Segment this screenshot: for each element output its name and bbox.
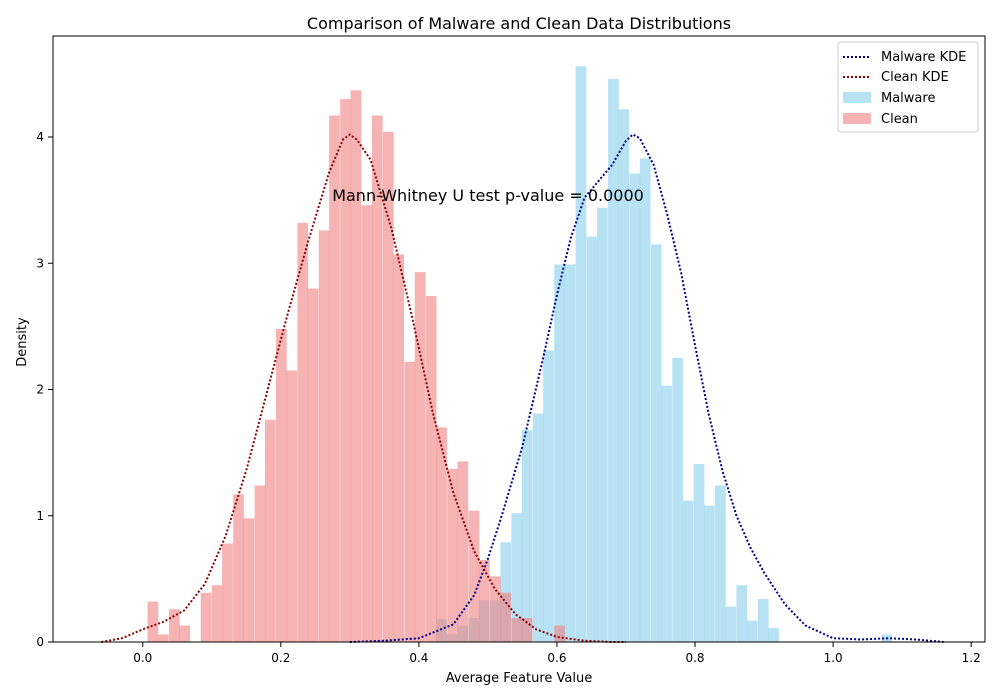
clean-histogram-bar — [297, 222, 309, 642]
clean-histogram-bar — [307, 288, 319, 642]
clean-histogram-bar — [468, 510, 480, 642]
y-axis-ticks: 0 1 2 3 4 — [36, 130, 53, 649]
malware-histogram-bar — [736, 585, 748, 642]
clean-histogram-bar — [500, 592, 512, 642]
clean-histogram-bar — [168, 609, 180, 642]
legend: Malware KDE Clean KDE Malware Clean — [837, 41, 979, 133]
malware-histogram-bar — [682, 500, 694, 642]
chart-title: Comparison of Malware and Clean Data Dis… — [307, 14, 731, 33]
y-tick-label: 4 — [36, 130, 44, 144]
clean-histogram-bar — [254, 485, 266, 642]
clean-histogram-bar — [425, 296, 437, 642]
malware-histogram-bar — [725, 606, 737, 642]
clean-histogram-bar — [393, 254, 405, 642]
malware-histogram-bar — [597, 207, 608, 642]
x-tick-label: 1.2 — [962, 651, 981, 665]
malware-histogram-bar — [543, 350, 554, 642]
clean-histogram-bar — [243, 518, 255, 642]
clean-histogram-bar — [490, 576, 501, 642]
malware-histogram-bar — [554, 264, 565, 642]
clean-histogram-bar — [222, 543, 233, 642]
x-tick-label: 0.0 — [133, 651, 152, 665]
malware-histogram-bar — [704, 505, 715, 642]
clean-histogram-bar — [447, 469, 458, 642]
clean-histogram-bar — [340, 99, 351, 643]
clean-histogram-bar — [350, 90, 362, 643]
x-tick-label: 0.2 — [271, 651, 290, 665]
malware-histogram-bar — [757, 599, 769, 642]
malware-histogram-bar — [618, 109, 630, 643]
clean-histogram-bar — [329, 115, 340, 643]
malware-histogram-bar — [500, 542, 512, 642]
malware-histogram-bar — [672, 357, 683, 642]
legend-clean-swatch — [843, 113, 871, 124]
clean-histogram-bar — [179, 625, 191, 642]
x-axis-ticks: 0.0 0.2 0.4 0.6 0.8 1.0 1.2 — [133, 642, 981, 665]
clean-histogram-bar — [275, 328, 287, 642]
malware-histogram-bar — [715, 485, 726, 642]
clean-histogram-bar — [521, 618, 533, 642]
clean-histogram-bar — [157, 634, 169, 642]
x-tick-label: 0.6 — [547, 651, 566, 665]
malware-histogram-bar — [511, 513, 523, 642]
legend-clean-label: Clean — [881, 112, 918, 127]
clean-histogram-bar — [233, 494, 244, 642]
malware-histogram-bar — [661, 385, 672, 642]
clean-kde-line — [101, 133, 627, 643]
clean-histogram-bar — [511, 618, 523, 642]
malware-histogram-bar — [532, 413, 544, 642]
legend-malware-label: Malware — [881, 91, 935, 106]
malware-bars — [436, 66, 893, 643]
kde-lines — [101, 133, 944, 643]
legend-clean-kde-label: Clean KDE — [881, 70, 949, 85]
clean-histogram-bar — [554, 625, 565, 642]
clean-histogram-bar — [383, 131, 394, 642]
legend-box — [837, 41, 979, 133]
clean-histogram-bar — [211, 585, 223, 642]
clean-histogram-bar — [147, 601, 159, 642]
clean-histogram-bar — [478, 559, 490, 642]
clean-histogram-bar — [404, 361, 416, 642]
legend-malware-swatch — [843, 92, 871, 103]
y-tick-label: 3 — [36, 256, 44, 270]
clean-bars — [147, 90, 565, 643]
p-value-annotation: Mann-Whitney U test p-value = 0.0000 — [332, 186, 644, 205]
clean-histogram-bar — [318, 230, 330, 643]
malware-histogram-bar — [768, 628, 779, 642]
plot-frame — [52, 35, 986, 643]
x-tick-label: 0.4 — [409, 651, 428, 665]
clean-histogram-bar — [286, 370, 298, 642]
clean-histogram-bar — [200, 592, 212, 642]
malware-kde-line — [349, 133, 944, 643]
clean-histogram-bar — [361, 205, 373, 642]
malware-histogram-bar — [650, 244, 662, 642]
malware-histogram-bar — [639, 158, 651, 642]
x-axis-label: Average Feature Value — [446, 671, 592, 686]
malware-histogram-bar — [746, 620, 758, 642]
malware-histogram-bar — [693, 463, 705, 642]
clean-histogram-bar — [436, 427, 447, 643]
x-tick-label: 1.0 — [824, 651, 843, 665]
clean-histogram-bar — [457, 461, 469, 642]
malware-histogram-bar — [521, 429, 533, 642]
clean-histogram-bar — [371, 115, 383, 643]
malware-histogram-bar — [575, 66, 587, 643]
malware-histogram-bar — [564, 264, 576, 642]
malware-histogram-bar — [629, 173, 641, 643]
malware-histogram-bar — [586, 236, 598, 643]
malware-histogram-bar — [608, 78, 619, 643]
y-tick-label: 0 — [36, 635, 44, 649]
clean-histogram-bar — [414, 272, 426, 642]
y-tick-label: 2 — [36, 383, 44, 397]
legend-malware-kde-label: Malware KDE — [881, 50, 966, 65]
x-tick-label: 0.8 — [685, 651, 704, 665]
y-axis-label: Density — [15, 317, 30, 367]
y-tick-label: 1 — [36, 509, 44, 523]
clean-histogram-bar — [264, 419, 276, 642]
